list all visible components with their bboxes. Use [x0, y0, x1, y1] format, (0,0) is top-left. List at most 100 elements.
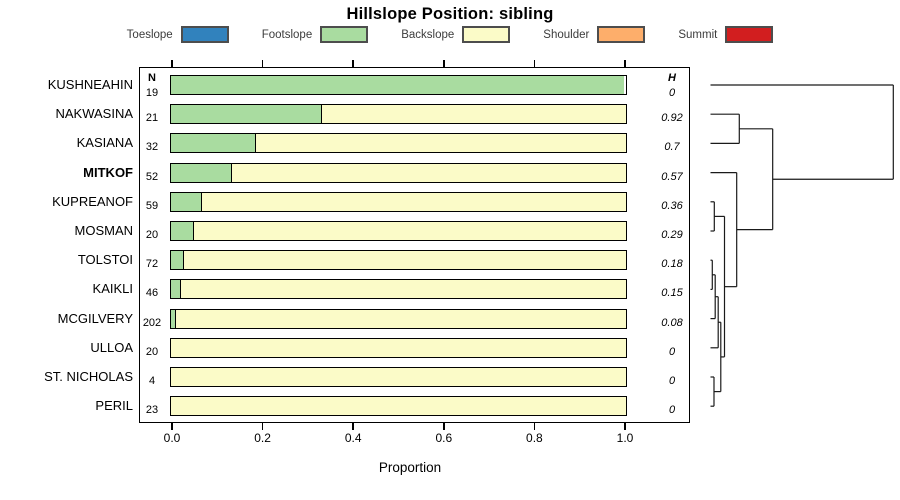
bar-segment-backslope	[181, 280, 626, 299]
row-label: KAIKLI	[92, 281, 133, 297]
n-column-header: N	[148, 72, 156, 84]
legend-swatch-summit	[725, 26, 774, 43]
bar-segment-footslope	[171, 192, 202, 211]
n-value: 4	[148, 375, 156, 387]
x-tick-mark-top	[533, 60, 536, 67]
n-value: 20	[145, 345, 159, 358]
x-tick-label: 0.4	[344, 431, 362, 445]
n-value: 19	[145, 87, 159, 99]
n-value: 20	[145, 229, 159, 241]
bar-segment-backslope	[183, 251, 626, 270]
bar-segment-footslope	[171, 222, 194, 240]
row-label: KUPREANOF	[52, 193, 133, 209]
bar-segment-footslope	[171, 309, 176, 328]
bar-segment-backslope	[171, 368, 626, 386]
row-label: TOLSTOI	[77, 252, 133, 268]
stacked-bar	[170, 104, 627, 125]
legend-item-label: Footslope	[261, 28, 313, 41]
row-label: MITKOF	[83, 164, 133, 180]
legend-item-label: Summit	[678, 28, 718, 41]
bar-segment-backslope	[171, 397, 626, 416]
x-tick-label: 1.0	[616, 431, 634, 445]
stacked-bar	[170, 308, 627, 329]
n-value: 202	[142, 316, 162, 329]
plot-area-border	[139, 67, 690, 423]
row-label: ST. NICHOLAS	[44, 369, 133, 384]
x-tick-mark-top	[261, 60, 264, 67]
legend-item-shoulder: Shoulder	[543, 26, 646, 43]
x-tick-mark-top	[352, 60, 354, 67]
x-axis-title: Proportion	[378, 460, 442, 475]
stacked-bar	[170, 162, 627, 183]
row-label: KUSHNEAHIN	[47, 77, 133, 92]
bar-segment-backslope	[232, 163, 626, 182]
legend-item-toeslope: Toeslope	[127, 26, 229, 43]
bar-segment-backslope	[256, 134, 626, 153]
h-value: 0.18	[661, 258, 683, 271]
x-tick-mark-bottom	[261, 423, 264, 430]
n-value: 59	[145, 199, 159, 212]
legend-swatch-backslope	[462, 26, 511, 43]
chart-title: Hillslope Position: sibling	[346, 5, 554, 23]
row-label: MCGILVERY	[57, 310, 133, 326]
stacked-bar	[170, 221, 627, 241]
bar-segment-backslope	[201, 192, 626, 211]
stacked-bar	[170, 250, 627, 271]
legend-item-backslope: Backslope	[401, 26, 511, 43]
h-value: 0.57	[661, 170, 683, 183]
x-tick-mark-top	[624, 60, 626, 67]
x-tick-label: 0.0	[163, 431, 181, 445]
legend-swatch-shoulder	[597, 26, 646, 43]
h-value: 0.36	[661, 199, 683, 212]
x-tick-mark-top	[171, 60, 173, 67]
legend-item-label: Backslope	[401, 28, 455, 41]
stacked-bar	[170, 337, 627, 358]
row-label: PERIL	[95, 398, 133, 414]
h-value: 0.15	[661, 287, 683, 300]
x-tick-mark-bottom	[624, 423, 626, 430]
row-label: NAKWASINA	[55, 106, 133, 122]
h-value: 0	[668, 404, 676, 417]
bar-segment-footslope	[171, 280, 182, 299]
n-value: 23	[145, 404, 159, 417]
stacked-bar	[170, 367, 627, 387]
h-column-header: H	[668, 72, 676, 84]
h-value: 0	[668, 345, 676, 358]
row-label: ULLOA	[90, 339, 133, 355]
h-value: 0	[668, 87, 676, 99]
legend-swatch-toeslope	[180, 26, 229, 43]
bar-segment-footslope	[171, 251, 184, 270]
h-value: 0	[668, 375, 676, 387]
x-tick-mark-bottom	[352, 423, 354, 430]
bar-segment-footslope	[171, 134, 257, 153]
row-label: KASIANA	[76, 135, 133, 151]
legend: Toeslope Footslope Backslope Shoulder Summit	[0, 26, 900, 43]
x-tick-label: 0.2	[254, 431, 271, 445]
row-label: MOSMAN	[74, 223, 134, 238]
x-tick-mark-top	[443, 60, 445, 67]
legend-item-footslope: Footslope	[262, 26, 369, 43]
x-tick-mark-bottom	[443, 423, 445, 430]
bar-segment-footslope	[171, 163, 233, 182]
legend-item-label: Shoulder	[543, 28, 590, 41]
bar-segment-backslope	[193, 222, 626, 240]
h-value: 0.08	[661, 316, 683, 329]
x-tick-label: 0.6	[435, 431, 453, 445]
x-tick-label: 0.8	[526, 431, 543, 445]
n-value: 72	[145, 258, 159, 271]
legend-swatch-footslope	[320, 26, 369, 43]
bar-segment-footslope	[171, 76, 625, 94]
n-value: 21	[145, 112, 159, 125]
h-value: 0.7	[664, 141, 680, 154]
stacked-bar	[170, 396, 627, 417]
bar-segment-footslope	[171, 105, 323, 124]
x-tick-mark-bottom	[533, 423, 536, 430]
legend-item-summit: Summit	[678, 26, 774, 43]
stacked-bar	[170, 191, 627, 212]
bar-segment-backslope	[175, 309, 626, 328]
stacked-bar	[170, 75, 627, 95]
legend-item-label: Toeslope	[126, 28, 173, 41]
n-value: 46	[145, 287, 159, 300]
h-value: 0.29	[661, 229, 683, 241]
